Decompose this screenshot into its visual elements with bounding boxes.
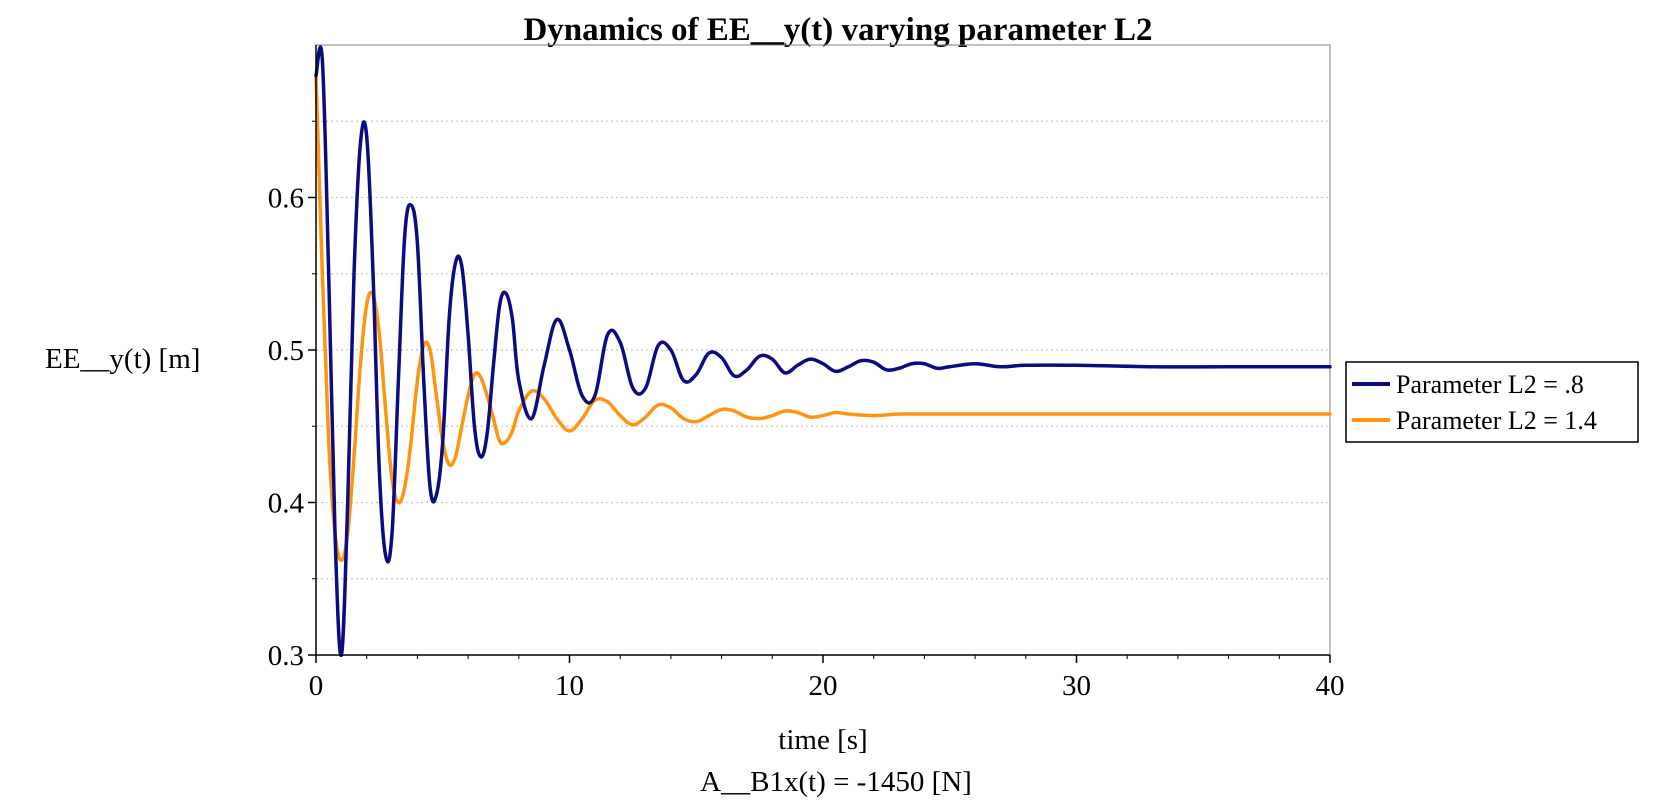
y-tick-label: 0.5 bbox=[268, 335, 304, 367]
series-line-1 bbox=[314, 45, 1332, 657]
series-lines bbox=[314, 45, 1332, 657]
grid-lines bbox=[316, 120, 1330, 580]
series-line-2 bbox=[314, 73, 1332, 563]
y-ticks: 0.3 0.4 0.5 0.6 bbox=[268, 120, 316, 672]
x-tick-label: 40 bbox=[1316, 670, 1345, 702]
y-tick-label: 0.6 bbox=[268, 183, 304, 215]
x-axis-sublabel: A__B1x(t) = -1450 [N] bbox=[700, 766, 972, 798]
x-tick-label: 30 bbox=[1062, 670, 1091, 702]
x-tick-label: 10 bbox=[555, 670, 584, 702]
x-axis-label: time [s] bbox=[778, 724, 867, 756]
y-axis-label: EE__y(t) [m] bbox=[45, 343, 200, 375]
legend-label-series2: Parameter L2 = 1.4 bbox=[1396, 406, 1597, 435]
legend-label-series1: Parameter L2 = .8 bbox=[1396, 370, 1584, 399]
chart-title: Dynamics of EE__y(t) varying parameter L… bbox=[523, 12, 1152, 48]
x-tick-label: 20 bbox=[809, 670, 838, 702]
x-ticks: 0 10 20 30 40 bbox=[309, 655, 1345, 702]
legend-box bbox=[1345, 361, 1639, 443]
x-tick-label: 0 bbox=[309, 670, 324, 702]
y-tick-label: 0.3 bbox=[268, 640, 304, 672]
legend: Parameter L2 = .8 Parameter L2 = 1.4 bbox=[1345, 361, 1639, 443]
y-tick-label: 0.4 bbox=[268, 488, 305, 520]
